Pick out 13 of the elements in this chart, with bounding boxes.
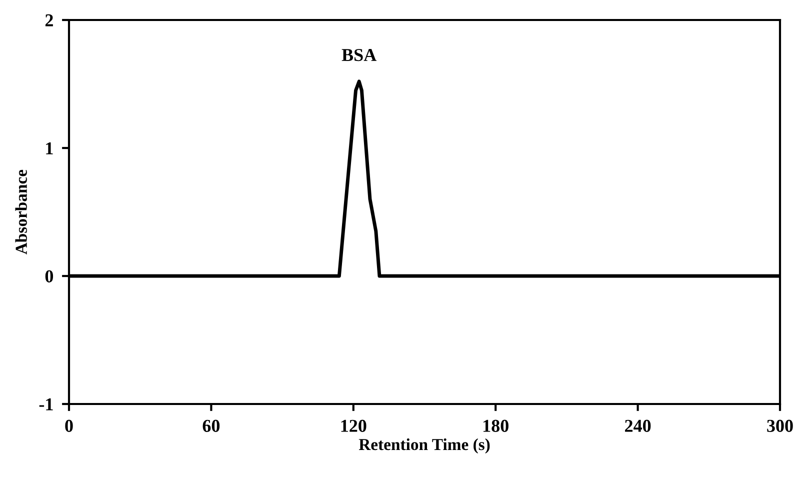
y-axis-title: Absorbance	[15, 170, 27, 254]
y-tick-label: 2	[45, 14, 53, 26]
x-tick-label: 0	[65, 420, 73, 432]
x-tick-label: 240	[625, 420, 651, 432]
y-tick-label: -1	[39, 398, 53, 410]
x-tick-label: 300	[767, 420, 793, 432]
x-axis-title: Retention Time (s)	[358, 438, 490, 454]
x-tick-label: 120	[341, 420, 366, 432]
y-tick-label: 1	[46, 142, 53, 154]
annotation: BSA	[342, 48, 377, 62]
y-tick-label: 0	[45, 270, 54, 282]
x-tick-label: 60	[202, 420, 220, 432]
x-tick-label: 180	[484, 420, 508, 432]
